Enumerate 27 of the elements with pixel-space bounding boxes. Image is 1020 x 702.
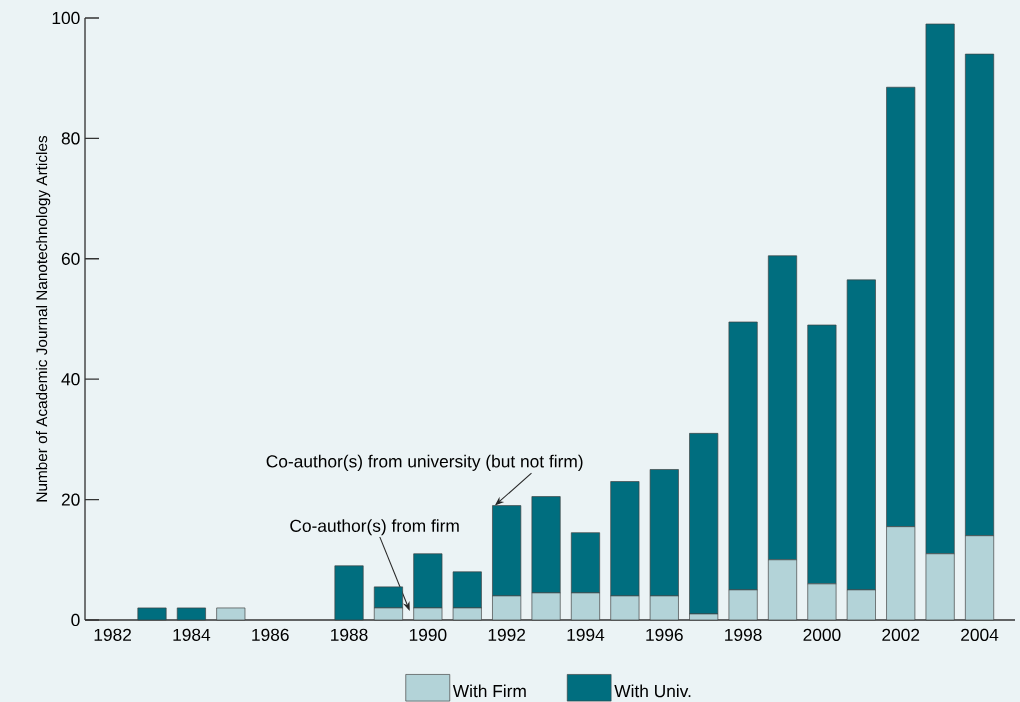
y-tick-label: 100	[52, 11, 80, 25]
y-tick-label: 60	[61, 252, 80, 265]
bar	[334, 565, 364, 621]
x-tick-label: 1996	[646, 628, 683, 641]
x-tick-label: 1990	[409, 628, 447, 641]
x-tick-label: 1988	[331, 628, 368, 641]
bar	[216, 607, 246, 621]
bar	[137, 607, 167, 621]
x-tick-label: 1984	[173, 628, 211, 641]
annotation: Co-author(s) from university (but not firm)	[266, 454, 583, 471]
bar	[176, 607, 206, 621]
y-tick-label: 20	[61, 493, 80, 506]
y-tick-label: 80	[61, 132, 80, 145]
x-tick-label: 2004	[961, 628, 999, 641]
y-tick-label: 0	[71, 613, 80, 627]
x-tick-label: 2002	[882, 628, 920, 641]
x-tick-label: 1992	[488, 628, 526, 641]
y-tick-label: 40	[61, 373, 80, 386]
legend-label: With Univ.	[614, 684, 691, 698]
x-tick-label: 1998	[725, 628, 762, 641]
x-tick-label: 1986	[252, 628, 289, 641]
annotation: Co-author(s) from firm	[290, 519, 459, 536]
y-axis-title: Number of Academic Journal Nanotechnology Articles	[35, 135, 51, 502]
x-tick-label: 1994	[567, 628, 605, 641]
legend-label: With Firm	[452, 684, 526, 698]
x-tick-label: 2000	[803, 628, 841, 641]
x-tick-label: 1982	[94, 628, 131, 641]
